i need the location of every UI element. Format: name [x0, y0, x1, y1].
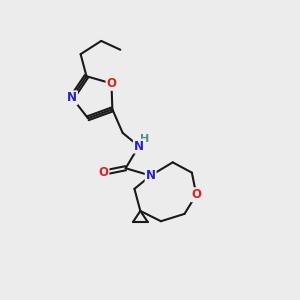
Text: N: N [146, 169, 156, 182]
Text: O: O [106, 77, 116, 90]
Text: O: O [98, 166, 109, 179]
Text: N: N [134, 140, 144, 153]
Text: N: N [67, 91, 77, 104]
Text: O: O [191, 188, 201, 201]
Text: H: H [140, 134, 149, 144]
